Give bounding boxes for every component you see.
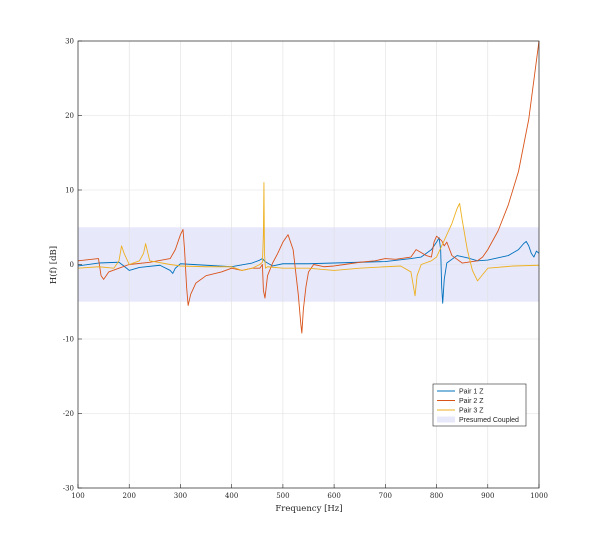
x-tick-label: 200 [123, 492, 136, 500]
x-tick-label: 300 [174, 492, 187, 500]
legend-band-swatch [437, 416, 455, 423]
x-tick-label: 800 [430, 492, 443, 500]
y-tick-label: 30 [65, 38, 74, 46]
x-tick-label: 1000 [530, 492, 548, 500]
x-tick-label: 400 [225, 492, 238, 500]
series-line-pair-3-z [77, 182, 540, 297]
x-tick-label: 500 [276, 492, 289, 500]
x-axis-label: Frequency [Hz] [275, 504, 342, 514]
series-line-pair-2-z [77, 40, 540, 334]
x-tick-label: 600 [327, 492, 340, 500]
y-tick-label: -10 [63, 336, 74, 344]
x-tick-label: 700 [379, 492, 392, 500]
legend: Pair 1 Z Pair 2 Z Pair 3 Z Presumed Coupled [432, 383, 527, 427]
y-axis-label: H(f) [dB] [48, 246, 59, 284]
legend-entry-label: Pair 2 Z [459, 398, 484, 405]
legend-entry-label: Pair 3 Z [459, 408, 484, 415]
y-tick-label: -30 [63, 485, 74, 493]
legend-entry-label: Presumed Coupled [459, 417, 519, 424]
x-tick-label: 100 [71, 492, 84, 500]
y-tick-label: 10 [65, 187, 74, 195]
y-tick-label: 20 [65, 112, 74, 120]
series-line-pair-1-z [77, 237, 540, 304]
x-tick-label: 900 [481, 492, 494, 500]
y-tick-label: 0 [70, 261, 74, 269]
legend-entry-label: Pair 1 Z [459, 389, 484, 396]
y-tick-label: -20 [63, 410, 74, 418]
